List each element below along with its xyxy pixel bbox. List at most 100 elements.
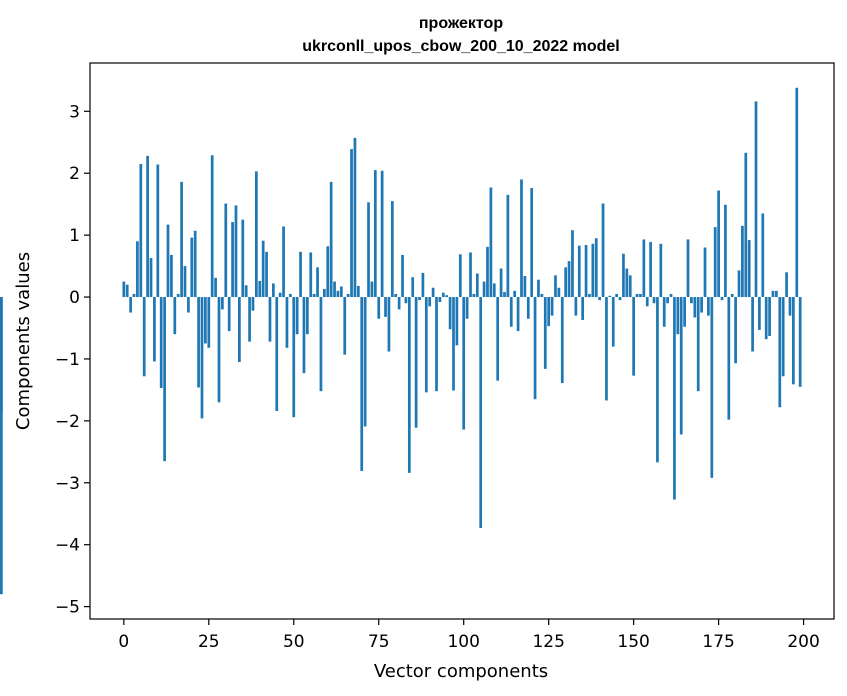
bar [632,297,635,376]
bar [533,297,537,400]
bar [356,285,360,298]
bar [741,225,744,298]
bar [326,246,330,298]
x-tick-label: 150 [617,632,649,652]
bar [316,267,319,298]
bar [635,293,639,298]
bar [788,297,792,316]
bar [197,297,200,388]
bar [394,293,398,298]
bar [373,170,377,298]
bar [724,204,727,298]
bar [526,297,530,319]
bar [384,297,387,317]
bar [737,270,741,298]
bar [272,283,275,298]
bar [299,251,302,298]
bar [421,272,425,298]
chart-title-line-2: ukrconll_upos_cbow_200_10_2022 model [302,38,619,55]
bar [540,293,544,298]
bar [350,149,353,298]
bar [601,203,605,298]
bar [656,297,659,463]
bar [560,297,564,384]
bar [775,290,778,298]
y-tick-label: 0 [69,288,80,308]
bar [448,297,452,330]
bar [666,297,669,304]
x-tick-label: 50 [283,632,305,652]
bar [322,288,326,298]
bar [258,280,262,298]
bar [798,297,802,387]
y-tick-label: −2 [55,412,80,432]
bar [132,293,136,298]
bar [781,297,785,377]
bar [499,268,503,298]
bar [581,297,585,320]
bar [574,297,578,316]
bar [564,267,568,298]
bar [754,101,758,298]
bar [289,293,292,298]
bar [367,202,370,298]
bar [404,297,408,304]
bar [414,297,418,428]
bar [424,297,428,393]
bar [275,297,279,411]
x-tick-label: 200 [787,632,819,652]
bar [278,292,282,298]
bar [747,240,751,298]
bar [204,297,207,344]
bar [431,287,435,298]
y-tick-label: −4 [55,536,80,556]
bar [652,297,656,304]
bar [792,297,795,385]
bar [571,230,574,298]
bar [139,163,143,298]
bar [173,297,177,335]
bar [530,188,534,298]
bar [662,297,666,327]
bar [129,297,132,313]
bar [428,297,432,307]
bar [336,290,340,298]
bar [285,297,289,348]
bar [492,283,496,298]
bar [679,297,683,435]
y-tick-label: −3 [55,474,80,494]
bar [475,273,479,298]
y-tick-label: 2 [69,164,80,184]
bar [149,258,153,298]
bar [343,297,347,355]
bar [727,297,731,420]
bar [234,205,238,298]
bar [193,230,197,298]
bar [261,240,265,298]
bar [407,297,411,473]
bar [622,253,625,298]
bar [696,297,700,392]
bar [390,201,394,298]
bar [618,297,622,301]
bar [693,297,697,318]
bar [441,292,445,298]
x-tick-label: 25 [198,632,220,652]
bar [520,179,523,298]
x-tick-label: 175 [702,632,734,652]
bar [180,181,183,298]
bar [676,297,680,335]
bar [591,243,595,298]
bar [0,297,3,414]
bar [224,203,228,298]
bar [496,297,500,381]
bar [397,297,401,310]
bar [482,281,486,298]
bar [686,239,690,298]
bar [554,275,557,298]
x-tick-label: 75 [368,632,390,652]
bar [363,297,367,427]
bar [305,297,309,335]
bar [594,238,598,298]
bar [268,297,272,342]
